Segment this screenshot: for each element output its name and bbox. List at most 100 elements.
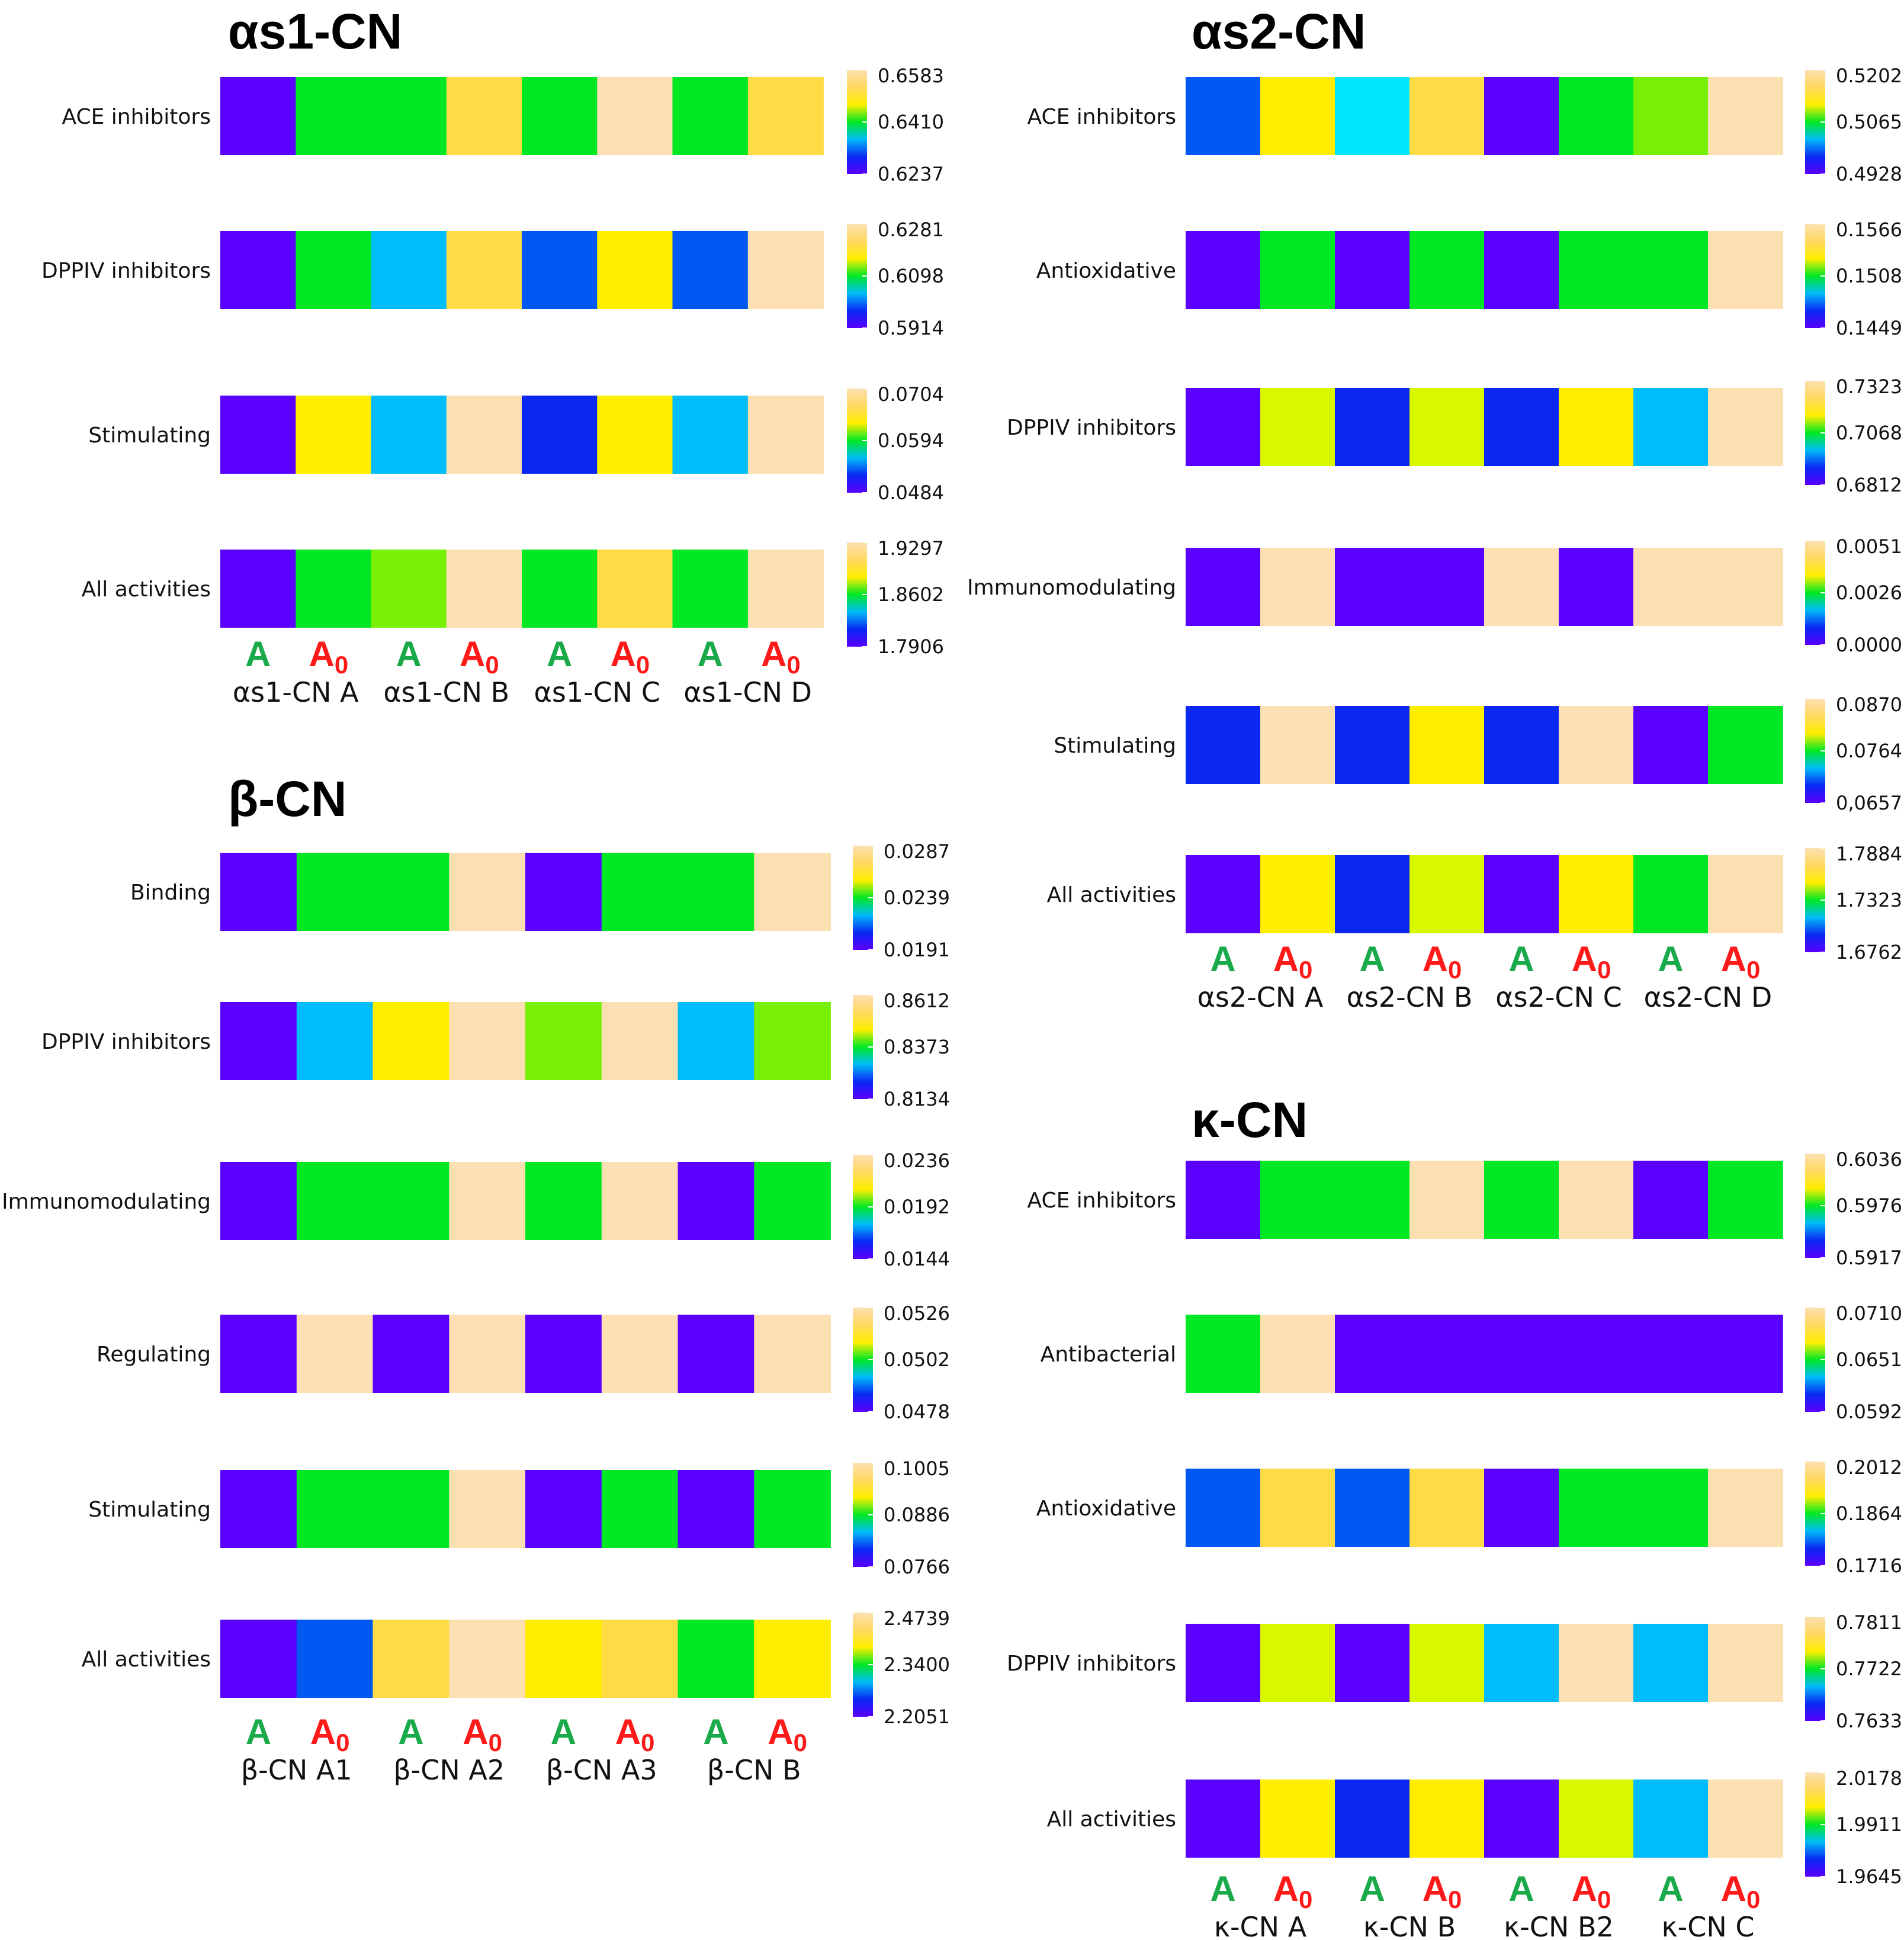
variant-label: β-CN B [707, 1754, 801, 1786]
heatmap-cell [1559, 231, 1634, 309]
heatmap-cell [371, 550, 447, 628]
row-label: DPPIV inhibitors [1007, 1652, 1176, 1676]
heatmap-cell [373, 1315, 450, 1393]
colorbar-tick-label: 0.7811 [1836, 1611, 1902, 1634]
heatmap-cell [754, 1162, 831, 1240]
heatmap-cell [220, 231, 297, 309]
heatmap-row: Antibacterial 0.0710 0.0651 0.0592 [1041, 1302, 1902, 1423]
allele-label: A [398, 1712, 423, 1752]
colorbar-tick-label: 0,0657 [1836, 792, 1902, 814]
variant-label: κ-CN B2 [1504, 1911, 1614, 1940]
variant-label: κ-CN B [1363, 1911, 1456, 1940]
heatmap-row: All activities 1.7884 1.7323 1.6762 [1047, 843, 1902, 963]
heatmap-cell [754, 853, 831, 931]
colorbar-tick-label: 0.0192 [884, 1196, 950, 1218]
allele-label: A [1508, 1869, 1534, 1909]
heatmap-cell [1484, 855, 1559, 933]
colorbar-tick-label: 0.0484 [878, 481, 944, 504]
panel-title: αs1-CN [228, 4, 402, 59]
heatmap-cell [1260, 855, 1335, 933]
heatmap-cell [672, 77, 749, 155]
heatmap-row: ACE inhibitors 0.6583 0.6410 0.6237 [62, 65, 943, 185]
heatmap-cell [220, 1470, 297, 1548]
colorbar-tick-label: 0.0886 [884, 1504, 950, 1526]
heatmap-cell [1260, 388, 1335, 466]
heatmap-cell [449, 1002, 526, 1080]
heatmap-row: DPPIV inhibitors 0.7323 0.7068 0.6812 [1007, 375, 1902, 496]
heatmap-cell [446, 77, 522, 155]
heatmap-cell [220, 1315, 297, 1393]
heatmap-row: DPPIV inhibitors 0.8612 0.8373 0.8134 [41, 990, 950, 1110]
heatmap-cell [1186, 388, 1261, 466]
colorbar-tick-label: 0.7323 [1836, 375, 1902, 398]
row-label: DPPIV inhibitors [1007, 416, 1176, 440]
colorbar-tick-label: 0.0478 [884, 1401, 950, 1423]
panel-1: β-CN Binding 0.0287 0.0239 0.0191 DPPIV inhib… [2, 771, 950, 1786]
heatmap-cell [601, 1470, 679, 1548]
heatmap-cell [1559, 1161, 1634, 1239]
colorbar-tick-label: 0.5976 [1836, 1194, 1902, 1217]
allele-label: A [1210, 1869, 1235, 1909]
heatmap-cell [1409, 1161, 1485, 1239]
variant-label: β-CN A1 [241, 1754, 352, 1786]
heatmap-cell [1708, 1315, 1783, 1393]
heatmap-cell [446, 396, 522, 474]
heatmap-cell [1633, 706, 1709, 784]
row-label: Antioxidative [1036, 259, 1176, 283]
colorbar-tick-label: 0.7068 [1836, 422, 1902, 444]
colorbar-tick-label: 0.0144 [884, 1248, 950, 1270]
allele-label: A0 [1721, 939, 1761, 984]
heatmap-cell [678, 1162, 755, 1240]
heatmap-row: Stimulating 0.0870 0.0764 0,0657 [1054, 693, 1902, 814]
heatmap-cell [1335, 1780, 1410, 1858]
heatmap-cell [296, 396, 372, 474]
heatmap-cell [296, 1162, 374, 1240]
heatmap-cell [1186, 1624, 1261, 1702]
colorbar-tick-label: 0.2012 [1836, 1456, 1902, 1479]
heatmap-cell [1633, 1161, 1709, 1239]
heatmap-cell [1708, 855, 1783, 933]
heatmap-cell [1633, 855, 1709, 933]
heatmap-row: Stimulating 0.0704 0.0594 0.0484 [88, 383, 944, 504]
heatmap-cell [601, 1620, 679, 1698]
panel-2: αs2-CN ACE inhibitors 0.5202 0.5065 0.4928 An… [967, 4, 1902, 1013]
heatmap-cell [1260, 548, 1335, 626]
heatmap-cell [449, 1620, 526, 1698]
heatmap-cell [1484, 1469, 1559, 1547]
heatmap-cell [1409, 1315, 1485, 1393]
colorbar-tick-label: 0.0710 [1836, 1302, 1902, 1325]
heatmap-cell [525, 1620, 602, 1698]
heatmap-cell [525, 853, 602, 931]
heatmap-cell [296, 550, 372, 628]
row-label: Immunomodulating [2, 1190, 211, 1214]
colorbar-tick-label: 0.8612 [884, 990, 950, 1012]
heatmap-cell [678, 853, 755, 931]
row-label: Stimulating [1054, 734, 1176, 758]
heatmap-cell [1484, 1315, 1559, 1393]
heatmap-cell [1260, 231, 1335, 309]
allele-label: A [1658, 1869, 1683, 1909]
heatmap-cell [1484, 231, 1559, 309]
colorbar-tick-label: 0.7722 [1836, 1658, 1902, 1680]
allele-label: A0 [1572, 1869, 1611, 1913]
colorbar-tick-label: 0.1449 [1836, 317, 1902, 339]
heatmap-cell [1409, 1780, 1485, 1858]
heatmap-cell [1559, 548, 1634, 626]
heatmap-cell [220, 77, 297, 155]
allele-label: A0 [1423, 939, 1462, 984]
variant-label: αs1-CN A [233, 676, 359, 708]
heatmap-cell [1186, 77, 1261, 155]
colorbar-tick-label: 0.8373 [884, 1036, 950, 1058]
row-label: Antibacterial [1041, 1342, 1176, 1367]
heatmap-cell [522, 77, 598, 155]
heatmap-cell [1708, 706, 1783, 784]
heatmap-cell [1186, 548, 1261, 626]
allele-label: A0 [309, 634, 349, 679]
heatmap-cell [522, 550, 598, 628]
colorbar-tick-label: 1.9297 [878, 537, 944, 560]
allele-label: A0 [1572, 939, 1611, 984]
colorbar-tick-label: 0.0236 [884, 1149, 950, 1172]
heatmap-cell [1335, 1469, 1410, 1547]
panel-0: αs1-CN ACE inhibitors 0.6583 0.6410 0.6237 DP… [41, 4, 944, 708]
allele-label: A [1359, 1869, 1385, 1909]
